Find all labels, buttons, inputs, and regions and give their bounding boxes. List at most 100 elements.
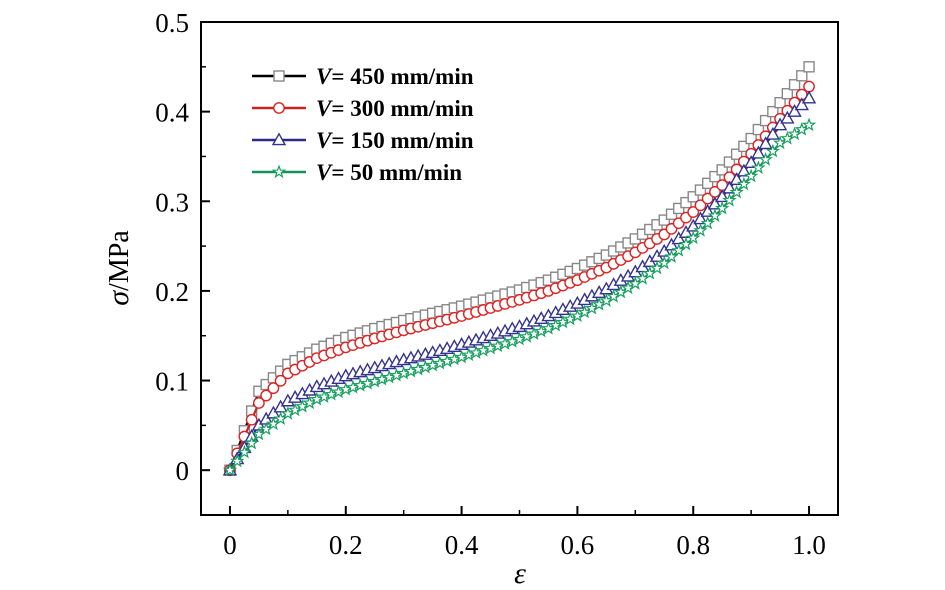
legend-label-text: = 50 mm/min bbox=[331, 160, 462, 185]
data-point bbox=[245, 413, 258, 426]
x-tick-label: 0.8 bbox=[676, 530, 710, 560]
data-point bbox=[244, 435, 259, 450]
data-point bbox=[803, 61, 815, 73]
data-point bbox=[701, 192, 714, 205]
legend-label-symbol: V bbox=[316, 160, 333, 185]
data-point bbox=[780, 110, 795, 124]
data-point bbox=[758, 152, 773, 166]
legend-item: V= 300 mm/min bbox=[252, 96, 474, 121]
y-axis-label: σ/MPa bbox=[102, 230, 135, 306]
data-point bbox=[709, 170, 721, 183]
series-2 bbox=[224, 80, 815, 477]
data-point bbox=[729, 172, 744, 186]
legend-label: V= 50 mm/min bbox=[316, 160, 462, 185]
data-point bbox=[774, 96, 786, 109]
legend-label-symbol: V bbox=[316, 128, 333, 153]
data-point bbox=[765, 126, 781, 140]
data-point bbox=[758, 136, 773, 150]
legend-item: V= 150 mm/min bbox=[252, 128, 474, 153]
data-point bbox=[555, 314, 571, 329]
y-axis-unit: /MPa bbox=[104, 230, 135, 291]
data-point bbox=[722, 192, 737, 207]
data-point bbox=[658, 214, 670, 226]
data-point bbox=[788, 79, 801, 91]
data-point bbox=[707, 208, 723, 222]
data-point bbox=[715, 200, 730, 215]
x-tick-label: 0 bbox=[223, 530, 237, 560]
data-point bbox=[736, 176, 752, 191]
data-point bbox=[751, 145, 766, 159]
data-point bbox=[738, 140, 750, 153]
x-tick-label: 0.2 bbox=[329, 530, 363, 560]
x-tick-label: 1.0 bbox=[792, 530, 826, 560]
data-point bbox=[730, 148, 743, 160]
legend-label: V= 300 mm/min bbox=[316, 96, 474, 121]
x-tick-label: 0.4 bbox=[445, 530, 479, 560]
data-point bbox=[745, 132, 757, 145]
data-point bbox=[673, 202, 685, 215]
data-point bbox=[752, 123, 765, 136]
series-3 bbox=[222, 90, 817, 476]
data-point bbox=[796, 70, 808, 82]
data-point bbox=[801, 90, 817, 104]
data-point bbox=[562, 311, 578, 326]
legend-label-text: = 450 mm/min bbox=[331, 64, 473, 89]
legend-label: V= 450 mm/min bbox=[316, 64, 474, 89]
data-point bbox=[693, 223, 708, 237]
data-point bbox=[687, 206, 700, 218]
data-point bbox=[781, 88, 794, 100]
data-point bbox=[801, 117, 817, 132]
legend-item: V= 50 mm/min bbox=[252, 160, 462, 185]
data-point bbox=[787, 103, 802, 117]
legend-marker bbox=[271, 132, 287, 146]
y-axis-symbol: σ bbox=[102, 290, 135, 306]
legend-marker bbox=[271, 164, 287, 179]
data-point bbox=[260, 389, 273, 402]
data-point bbox=[729, 184, 744, 199]
series-1 bbox=[224, 61, 815, 476]
y-tick-label: 0.4 bbox=[155, 98, 189, 128]
y-tick-label: 0 bbox=[176, 456, 190, 486]
legend-marker bbox=[273, 70, 285, 82]
legend-label-symbol: V bbox=[316, 64, 333, 89]
x-tick-label: 0.6 bbox=[561, 530, 595, 560]
data-point bbox=[767, 105, 779, 118]
data-point bbox=[723, 156, 736, 168]
data-point bbox=[751, 160, 766, 174]
data-point bbox=[759, 114, 772, 127]
data-point bbox=[680, 196, 692, 209]
data-point bbox=[274, 374, 287, 387]
data-series bbox=[222, 61, 817, 477]
data-point bbox=[743, 155, 759, 169]
plot-frame bbox=[200, 21, 839, 516]
series-line bbox=[229, 97, 810, 471]
data-point bbox=[743, 168, 759, 183]
data-point bbox=[700, 215, 715, 230]
axis-ticks: 0 0.2 0.4 0.6 0.8 1.0 0 0.1 0.2 0.3 0.4 0.5 bbox=[155, 8, 826, 560]
data-point bbox=[687, 191, 699, 203]
data-point bbox=[716, 164, 728, 176]
legend-item: V= 450 mm/min bbox=[252, 64, 474, 89]
data-point bbox=[253, 397, 265, 409]
data-point bbox=[772, 117, 788, 131]
data-point bbox=[765, 143, 781, 158]
data-point bbox=[237, 444, 252, 459]
series-4 bbox=[222, 117, 817, 477]
legend-label-text: = 300 mm/min bbox=[331, 96, 473, 121]
y-tick-label: 0.2 bbox=[155, 277, 189, 307]
legend-label-text: = 150 mm/min bbox=[331, 128, 473, 153]
data-point bbox=[541, 321, 556, 335]
y-tick-label: 0.1 bbox=[155, 367, 189, 397]
data-point bbox=[267, 382, 280, 395]
data-point bbox=[548, 317, 563, 332]
data-point bbox=[794, 97, 809, 111]
x-axis-label: ε bbox=[514, 557, 526, 590]
data-point bbox=[694, 184, 707, 196]
data-point bbox=[694, 199, 707, 212]
data-point bbox=[230, 453, 245, 468]
legend-label: V= 150 mm/min bbox=[316, 128, 474, 153]
legend-label-symbol: V bbox=[316, 96, 333, 121]
y-tick-label: 0.5 bbox=[155, 8, 189, 38]
